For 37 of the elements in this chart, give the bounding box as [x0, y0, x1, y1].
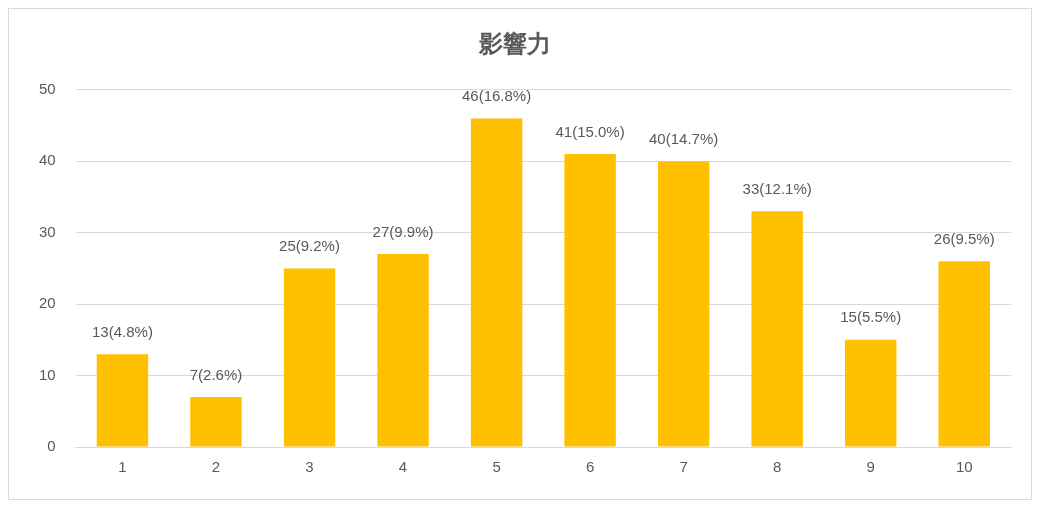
data-label: 46(16.8%) — [461, 87, 532, 105]
data-label: 41(15.0%) — [555, 122, 625, 140]
bar — [751, 211, 803, 447]
bar — [377, 254, 429, 447]
y-tick-label: 30 — [39, 222, 56, 240]
bar — [844, 339, 897, 447]
data-label: 27(9.9%) — [372, 222, 434, 240]
y-tick-label: 10 — [39, 365, 56, 383]
x-tick-label: 10 — [955, 458, 973, 476]
bar — [96, 354, 149, 447]
bar — [938, 261, 990, 447]
x-tick-label: 3 — [305, 458, 314, 476]
data-label: 40(14.7%) — [649, 129, 719, 147]
bar — [470, 118, 523, 447]
y-tick-label: 0 — [47, 437, 56, 455]
data-label: 26(9.5%) — [933, 229, 995, 247]
bar — [564, 154, 616, 447]
x-tick-label: 1 — [118, 458, 127, 476]
x-tick-label: 5 — [492, 458, 501, 476]
y-tick-label: 50 — [39, 79, 56, 97]
x-tick-label: 4 — [398, 458, 408, 476]
x-tick-label: 2 — [211, 458, 221, 476]
bar — [283, 268, 336, 447]
x-tick-label: 7 — [679, 458, 688, 476]
y-tick-label: 20 — [39, 294, 56, 312]
x-tick-label: 8 — [773, 458, 782, 476]
data-label: 7(2.6%) — [189, 365, 243, 383]
data-label: 25(9.2%) — [279, 237, 340, 255]
x-tick-label: 9 — [866, 458, 875, 476]
data-label: 15(5.5%) — [840, 308, 902, 326]
x-tick-label: 6 — [585, 458, 595, 476]
bar — [190, 396, 242, 447]
y-tick-label: 40 — [39, 151, 56, 169]
data-label: 13(4.8%) — [92, 322, 153, 340]
bar — [657, 161, 710, 447]
data-label: 33(12.1%) — [742, 179, 812, 197]
chart-title: 影響力 — [478, 30, 551, 58]
